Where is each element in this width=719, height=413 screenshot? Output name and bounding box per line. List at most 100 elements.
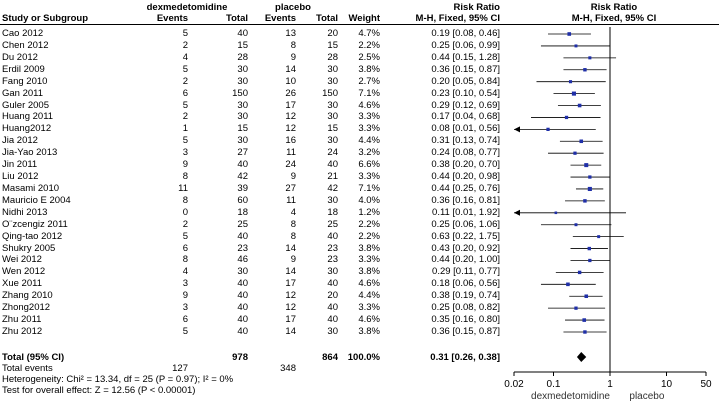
ci-text: 0.18 [0.06, 0.56] xyxy=(431,278,500,290)
weight: 3.3% xyxy=(358,171,380,183)
favours-left-label: dexmedetomidine xyxy=(531,391,610,402)
placebo-total: 20 xyxy=(327,290,338,302)
study-name: Zhang 2010 xyxy=(2,290,53,302)
dex-events: 3 xyxy=(182,278,188,290)
weight: 3.3% xyxy=(358,123,380,135)
dex-events: 5 xyxy=(182,63,188,75)
study-point xyxy=(577,270,582,275)
study-point xyxy=(574,306,578,310)
placebo-events: 17 xyxy=(285,99,296,111)
study-point xyxy=(568,80,573,84)
study-point xyxy=(546,127,550,131)
dex-total: 40 xyxy=(237,290,248,302)
x-tick-label: 1 xyxy=(607,379,613,390)
dex-total: 46 xyxy=(237,254,248,266)
study-name: Zhu 2011 xyxy=(2,314,42,326)
plot-title: Risk Ratio xyxy=(590,2,638,13)
placebo-events-header: Events xyxy=(264,13,296,24)
dex-events-header: Events xyxy=(156,13,188,24)
placebo-total: 23 xyxy=(327,242,338,254)
weight: 2.2% xyxy=(358,218,380,230)
weight: 4.0% xyxy=(358,194,380,206)
study-point xyxy=(583,330,587,334)
placebo-total: 40 xyxy=(327,278,338,290)
study-point xyxy=(571,91,576,96)
study-point xyxy=(582,318,587,322)
study-point xyxy=(587,186,592,192)
study-point xyxy=(588,56,592,60)
placebo-events: 9 xyxy=(290,51,296,63)
study-name: Shukry 2005 xyxy=(2,242,56,254)
placebo-total-header: Total xyxy=(316,13,338,24)
placebo-events: 4 xyxy=(290,206,296,218)
dex-events: 9 xyxy=(182,159,188,171)
placebo-events: 12 xyxy=(285,111,296,123)
weight-header: Weight xyxy=(348,13,381,24)
study-name: Masami 2010 xyxy=(2,182,60,194)
study-name: Erdil 2009 xyxy=(2,63,45,75)
weight: 2.5% xyxy=(358,51,380,63)
ci-text: 0.23 [0.10, 0.54] xyxy=(431,87,500,99)
placebo-events: 26 xyxy=(285,87,296,99)
placebo-total: 15 xyxy=(327,39,338,51)
placebo-events: 14 xyxy=(285,326,296,337)
placebo-total: 150 xyxy=(322,87,338,99)
placebo-events: 8 xyxy=(290,39,296,51)
dex-total: 30 xyxy=(237,111,248,123)
study-point xyxy=(579,139,584,144)
dex-events: 2 xyxy=(182,218,188,230)
study-point xyxy=(566,282,570,287)
study-name: Zhu 2012 xyxy=(2,326,43,337)
dex-events: 5 xyxy=(182,135,188,147)
placebo-total: 30 xyxy=(327,75,338,87)
weight: 2.2% xyxy=(358,39,380,51)
dex-total: 23 xyxy=(237,242,248,254)
ci-text: 0.25 [0.06, 1.06] xyxy=(431,218,500,230)
placebo-total: 40 xyxy=(327,159,338,171)
dex-total: 27 xyxy=(237,147,248,159)
total-ci-text: 0.31 [0.26, 0.38] xyxy=(430,352,500,363)
dex-total: 40 xyxy=(237,314,248,326)
study-name: Fang 2010 xyxy=(2,75,48,87)
ci-text: 0.20 [0.05, 0.84] xyxy=(431,75,500,87)
study-name: Nidhi 2013 xyxy=(2,206,48,218)
placebo-total: 40 xyxy=(327,230,338,242)
placebo-total: 25 xyxy=(327,218,338,230)
dex-total: 15 xyxy=(237,39,248,51)
placebo-total: 21 xyxy=(327,171,338,183)
study-name: Jin 2011 xyxy=(2,159,38,171)
study-name: Guler 2005 xyxy=(2,99,50,111)
placebo-total: 30 xyxy=(327,194,338,206)
placebo-events: 14 xyxy=(285,266,296,278)
ci-text: 0.44 [0.20, 1.00] xyxy=(431,254,500,266)
overall-effect-text: Test for overall effect: Z = 12.56 (P < … xyxy=(2,385,196,396)
weight: 2.7% xyxy=(358,75,380,87)
weight: 4.7% xyxy=(358,28,380,39)
ci-text: 0.24 [0.08, 0.77] xyxy=(431,147,500,159)
pooled-diamond xyxy=(576,352,587,362)
weight: 6.6% xyxy=(358,159,380,171)
study-point xyxy=(567,32,572,36)
ci-text: 0.11 [0.01, 1.92] xyxy=(432,206,500,218)
ci-text: 0.44 [0.15, 1.28] xyxy=(431,51,500,63)
x-tick-label: 0.02 xyxy=(504,379,524,390)
ci-text: 0.63 [0.22, 1.75] xyxy=(431,230,500,242)
placebo-events: 9 xyxy=(290,171,296,183)
weight: 4.6% xyxy=(358,278,380,290)
ci-text: 0.44 [0.20, 0.98] xyxy=(431,171,500,183)
dex-events: 6 xyxy=(182,87,188,99)
dex-total: 25 xyxy=(237,218,248,230)
weight: 1.2% xyxy=(358,206,380,218)
dex-events: 9 xyxy=(182,290,188,302)
placebo-total: 24 xyxy=(327,147,338,159)
rr-method-header: M-H, Fixed, 95% CI xyxy=(415,13,500,24)
placebo-total: 40 xyxy=(327,302,338,314)
dex-total: 60 xyxy=(237,194,248,206)
ci-text: 0.31 [0.13, 0.74] xyxy=(431,135,500,147)
study-point xyxy=(584,163,589,168)
weight: 3.8% xyxy=(358,266,380,278)
dex-events: 8 xyxy=(182,171,188,183)
dex-total: 18 xyxy=(237,206,248,218)
study-name: Chen 2012 xyxy=(2,39,49,51)
study-name: Zhong2012 xyxy=(2,302,51,314)
